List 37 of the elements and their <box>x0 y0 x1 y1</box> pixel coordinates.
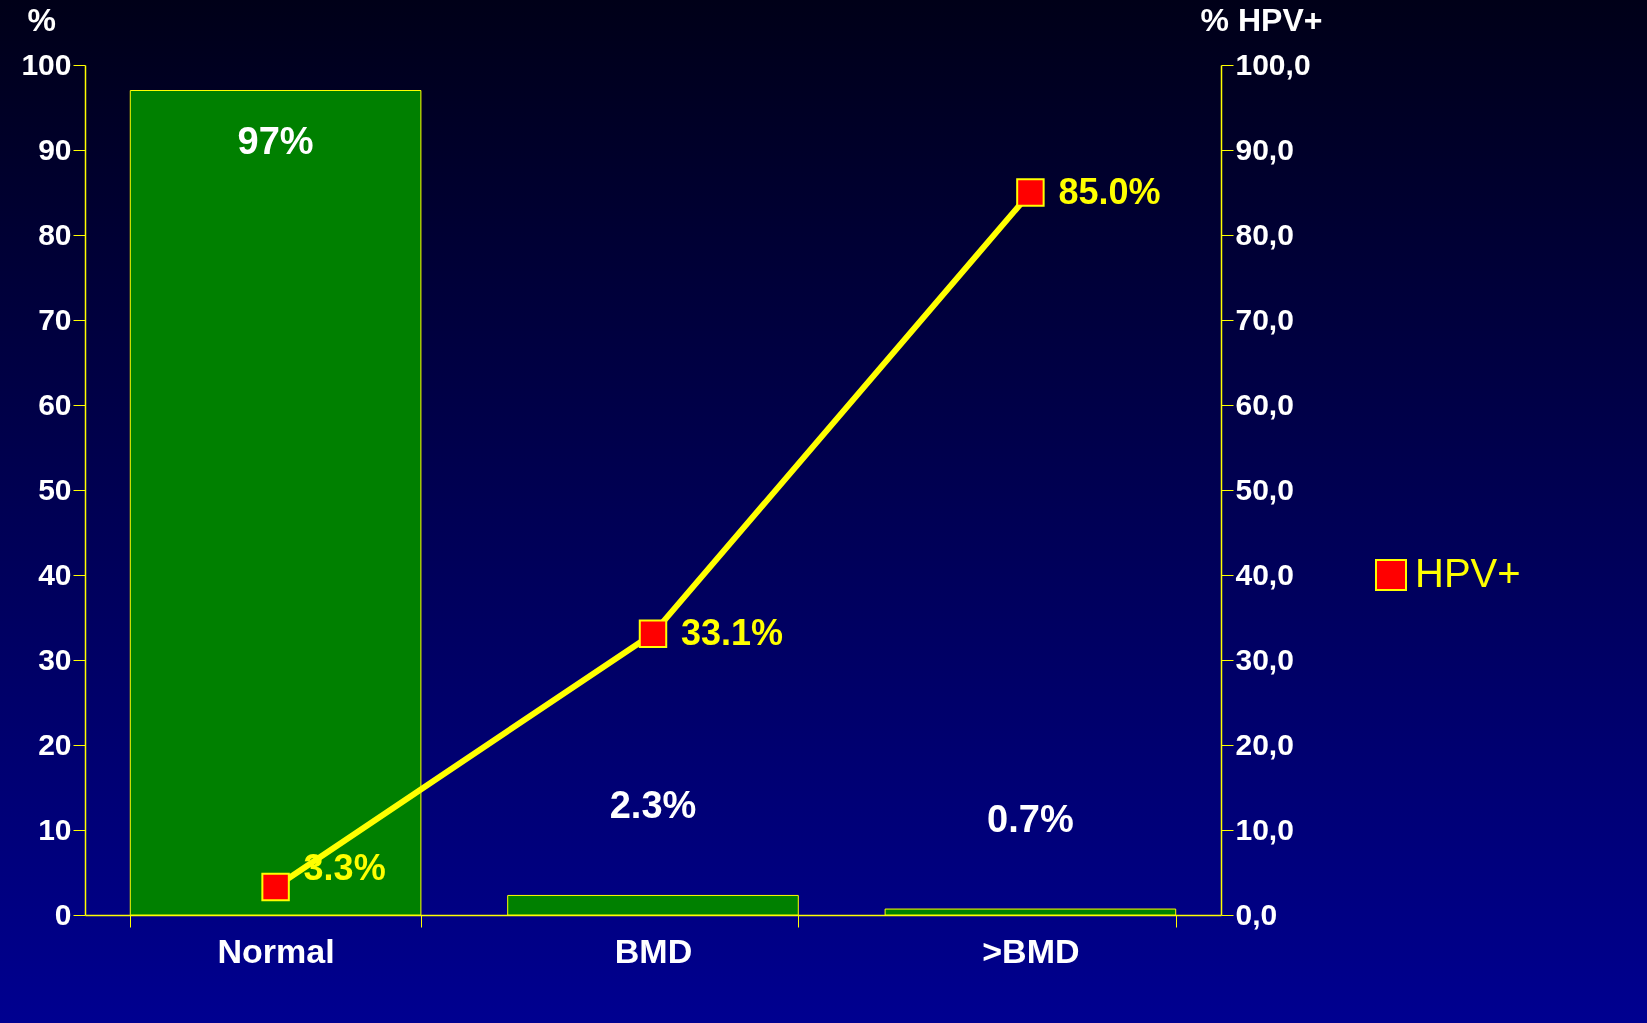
point <box>261 872 290 902</box>
y-tick-label: 50 <box>38 472 72 506</box>
y2-tick-label: 0,0 <box>1235 897 1278 931</box>
data-label: 3.3% <box>303 846 386 888</box>
data-label: 97% <box>237 119 314 162</box>
legend-label: HPV+ <box>1415 551 1521 595</box>
data-label: 0.7% <box>987 798 1074 841</box>
y-tick-label: 70 <box>38 302 72 336</box>
point <box>1016 178 1045 207</box>
y2-axis-title: % HPV+ <box>1200 1 1323 38</box>
y2-tick-label: 100,0 <box>1235 47 1311 81</box>
y-tick-label: 100 <box>21 47 72 81</box>
y2-tick-label: 80,0 <box>1235 217 1294 251</box>
y2-tick-label: 60,0 <box>1235 387 1294 421</box>
y2-tick-label: 10,0 <box>1235 812 1294 846</box>
y2-tick-label: 50,0 <box>1235 472 1294 506</box>
x-tick-label: Normal <box>217 931 335 970</box>
data-label: 85.0% <box>1058 170 1161 212</box>
x-tick-label: BMD <box>614 931 693 970</box>
y-tick-label: 40 <box>38 557 72 591</box>
point <box>638 619 668 648</box>
y-tick-label: 0 <box>54 897 72 931</box>
y-tick-label: 20 <box>38 727 72 761</box>
y-tick-label: 80 <box>38 217 72 251</box>
y-tick-label: 10 <box>38 812 72 846</box>
y2-tick-label: 30,0 <box>1235 642 1294 676</box>
x-tick-label: >BMD <box>982 931 1080 970</box>
y-tick-label: 30 <box>38 642 72 676</box>
y-tick-label: 90 <box>38 132 72 166</box>
y2-tick-label: 90,0 <box>1235 132 1294 166</box>
data-label: 2.3% <box>609 784 697 827</box>
y2-tick-label: 20,0 <box>1235 727 1294 761</box>
y-axis-title: % <box>27 1 56 38</box>
data-label: 33.1% <box>681 611 784 653</box>
y-tick-label: 60 <box>38 387 72 421</box>
y2-tick-label: 70,0 <box>1235 302 1294 336</box>
y2-tick-label: 40,0 <box>1235 557 1294 591</box>
